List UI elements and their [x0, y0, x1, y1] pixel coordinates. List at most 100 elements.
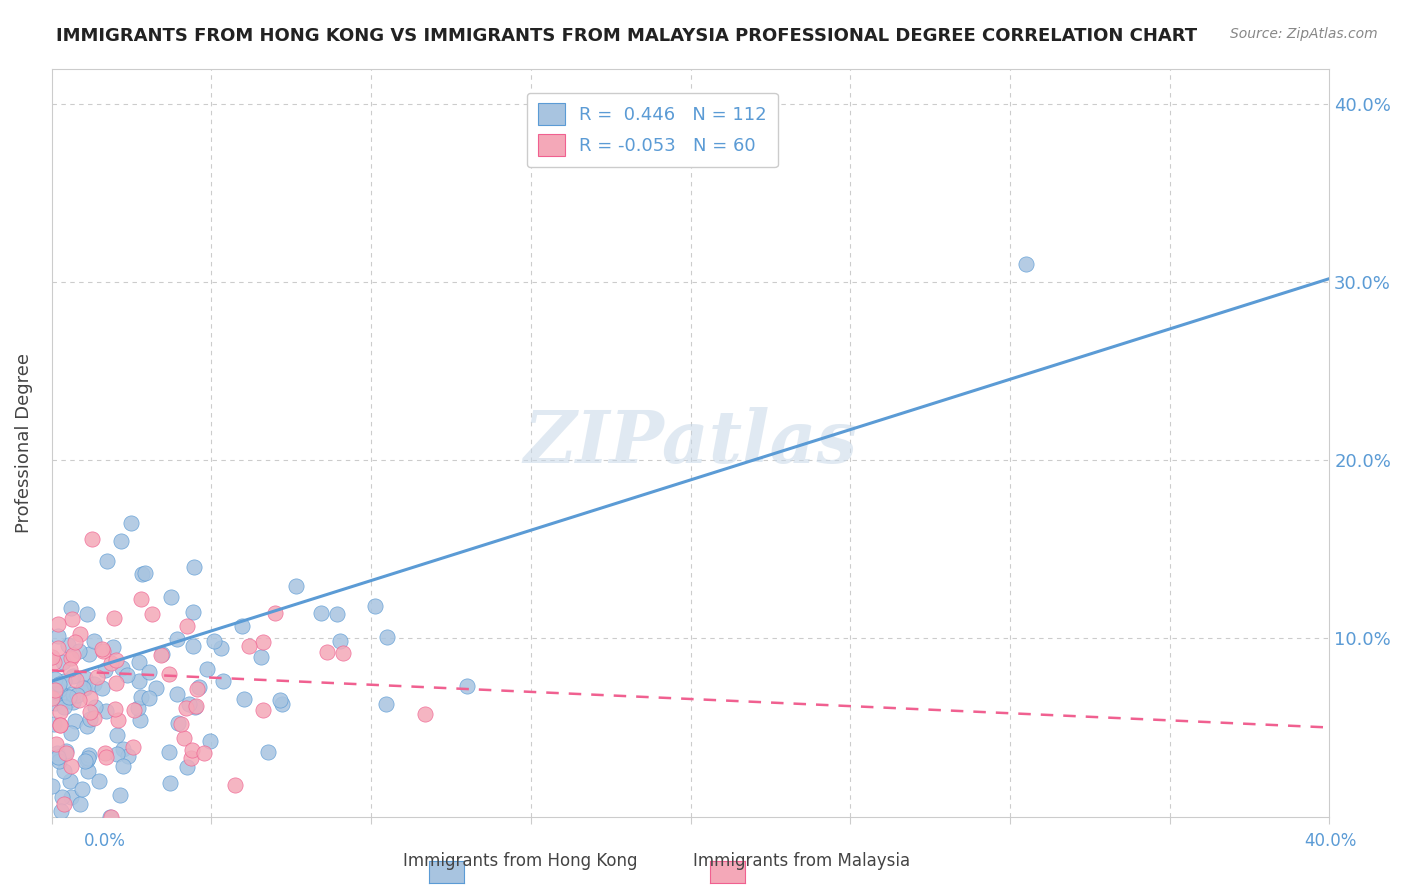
Point [120, 516, 142, 530]
Point [456, 679, 478, 693]
Point [86, 670, 108, 684]
Point [111, 759, 134, 773]
Point [63, 714, 86, 728]
Y-axis label: Professional Degree: Professional Degree [15, 352, 32, 533]
Point [52, 674, 75, 689]
Point [91, 681, 114, 695]
Point [108, 788, 131, 802]
Point [69, 797, 91, 811]
Point [79, 647, 101, 661]
Point [252, 704, 274, 718]
Point [183, 699, 205, 714]
Point [193, 746, 215, 760]
Point [96, 554, 118, 568]
Point [183, 560, 205, 574]
Point [181, 606, 204, 620]
Point [105, 747, 128, 761]
Point [60, 600, 83, 615]
Point [167, 715, 190, 730]
Point [62, 648, 84, 662]
Point [128, 656, 150, 670]
Point [111, 661, 134, 675]
Point [76, 607, 98, 622]
Point [104, 702, 127, 716]
Point [100, 656, 122, 670]
Point [103, 611, 125, 625]
Point [173, 731, 195, 745]
Point [48, 682, 70, 697]
Point [46, 629, 69, 643]
Point [73, 681, 96, 695]
Point [105, 653, 128, 667]
Point [41, 649, 63, 664]
Point [212, 673, 235, 688]
Point [180, 751, 202, 765]
Point [46, 616, 69, 631]
Point [93, 644, 115, 658]
Point [94, 663, 117, 677]
Point [122, 739, 145, 754]
Point [53, 764, 76, 778]
Point [329, 633, 352, 648]
Point [166, 632, 188, 646]
Point [48, 705, 70, 719]
Point [70, 781, 93, 796]
Point [309, 606, 332, 620]
Point [186, 682, 208, 697]
Point [73, 672, 96, 686]
Text: Immigrants from Malaysia: Immigrants from Malaysia [693, 852, 910, 870]
Point [52, 656, 75, 670]
Point [46, 749, 69, 764]
Point [131, 690, 153, 704]
Point [202, 634, 225, 648]
Point [176, 618, 198, 632]
Point [138, 665, 160, 679]
Point [184, 699, 207, 714]
Point [83, 677, 105, 691]
Point [59, 789, 82, 804]
Point [67, 643, 90, 657]
Point [69, 627, 91, 641]
Point [73, 754, 96, 768]
Point [105, 728, 128, 742]
Point [52, 699, 75, 714]
Point [128, 673, 150, 688]
Point [238, 639, 260, 653]
Point [1015, 257, 1038, 271]
Point [55, 746, 77, 760]
Point [62, 669, 84, 683]
Point [45, 685, 67, 699]
Point [169, 717, 191, 731]
Point [252, 634, 274, 648]
Point [76, 719, 98, 733]
Point [44, 672, 66, 686]
Point [124, 703, 146, 717]
Point [44, 656, 66, 670]
Point [129, 592, 152, 607]
Point [332, 646, 354, 660]
Point [413, 706, 436, 721]
Point [233, 691, 256, 706]
Point [198, 734, 221, 748]
Point [79, 705, 101, 719]
Point [80, 532, 103, 546]
Point [51, 790, 73, 805]
Point [63, 635, 86, 649]
Point [44, 696, 66, 710]
Point [250, 650, 273, 665]
Point [195, 662, 218, 676]
Point [117, 748, 139, 763]
Point [62, 695, 84, 709]
Point [59, 662, 82, 676]
Point [127, 700, 149, 714]
Point [76, 754, 98, 768]
Point [49, 717, 72, 731]
Point [66, 688, 89, 702]
Point [79, 691, 101, 706]
Point [44, 683, 66, 698]
Point [46, 641, 69, 656]
Point [94, 704, 117, 718]
Text: IMMIGRANTS FROM HONG KONG VS IMMIGRANTS FROM MALAYSIA PROFESSIONAL DEGREE CORREL: IMMIGRANTS FROM HONG KONG VS IMMIGRANTS … [56, 27, 1198, 45]
Point [110, 534, 132, 549]
Point [112, 742, 135, 756]
